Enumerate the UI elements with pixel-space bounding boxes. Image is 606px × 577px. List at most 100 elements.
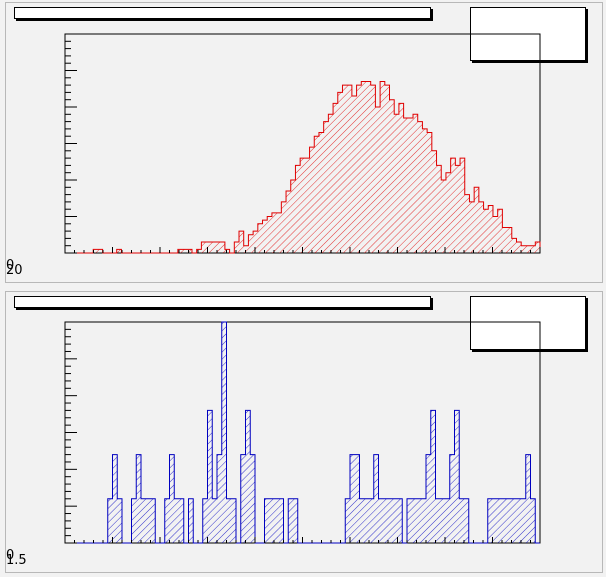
histogram-bin [116,249,122,253]
histogram-bin [323,121,329,253]
histogram-bin [286,190,291,253]
histogram-bin [441,180,446,253]
histogram-bin [243,245,249,253]
histogram-bin [169,454,175,543]
histogram-bin [361,81,366,253]
histogram-bin [417,121,423,253]
histogram-bin [347,85,352,253]
histogram-bin [530,245,536,253]
histogram-bin [201,242,207,253]
histogram-bin [356,85,362,253]
histogram-bin [196,249,202,253]
histogram-bin [264,498,270,543]
histogram-bin [248,234,254,253]
y-tick-label: 0 [6,548,14,563]
histogram-bin [295,165,301,253]
histogram-bin [253,231,258,253]
histogram-bin [388,498,393,543]
histogram-bin [535,242,540,253]
histogram-bin [274,498,279,543]
histogram-bin [398,103,404,253]
histogram-bin [212,498,217,543]
histogram-bin [507,227,512,253]
histogram-bin [262,220,268,253]
histogram-bin [206,242,211,253]
histogram-bin [450,158,456,253]
histogram-bin [525,245,531,253]
histogram-bin [384,85,390,253]
histogram-bin [422,128,428,253]
histogram-bin [389,99,395,253]
histogram-bin [217,454,222,543]
histogram-plot: 01.5 [6,321,541,568]
histogram-bin [492,216,498,253]
histogram-outline [65,80,541,254]
histogram-bin [309,147,315,253]
histogram-bin [215,242,221,253]
histogram-bin [314,136,319,253]
histogram-bin [516,242,522,253]
histogram-bin [182,249,188,253]
histogram-bin [239,231,244,253]
histogram-pad-top: 0 20 [5,2,603,283]
histogram-bin [373,454,379,543]
histogram-bin [469,201,475,253]
histogram-bin [112,454,118,543]
y-tick-label: 1.5 [6,553,27,568]
histogram-bin [492,498,498,543]
histogram-bin [449,454,455,543]
histogram-bin [131,498,137,543]
histogram-bin [407,498,412,543]
histogram-bin [421,498,426,543]
histogram-bin [369,498,374,543]
histogram-bin [276,212,282,253]
histogram-bin [365,81,371,253]
histogram-bin [93,249,98,253]
histogram-bin [435,498,441,543]
histogram-bin [337,92,343,254]
histogram-bin [460,158,465,253]
histogram-bin [226,498,232,543]
histogram-title-box [14,296,431,308]
histogram-bin [269,498,274,543]
histogram-bin [145,498,151,543]
histogram-bin [150,498,156,543]
histogram-bin [521,498,526,543]
histogram-bin [342,85,348,253]
histogram-bin [483,209,489,253]
histogram-bin [97,249,103,253]
histogram-bin [487,498,493,543]
stats-box [470,296,586,350]
histogram-outline [65,321,540,544]
histogram-bin [318,132,324,253]
histogram-bin [281,201,287,253]
histogram-bin [497,209,503,253]
histogram-bin [188,498,194,543]
histogram-bin [502,227,508,253]
histogram-plot: 020 [6,33,541,278]
histogram-bin [234,242,240,253]
histogram-bin [426,454,431,543]
histogram-bin [516,498,521,543]
histogram-bin [221,322,227,543]
histogram-bin [359,498,365,543]
histogram-bin [245,410,251,543]
y-tick-label: 0 [6,258,14,273]
histogram-bin [240,454,246,543]
histogram-bin [350,454,355,543]
histogram-bin [364,498,369,543]
histogram-bin [430,410,436,543]
histogram-bin [224,249,230,253]
histogram-title-box [14,7,431,19]
histogram-bin [351,96,357,253]
histogram-bin [288,498,293,543]
histogram-bin [278,498,284,543]
histogram-bin [403,117,409,253]
histogram-bin [411,498,417,543]
histogram-bin [455,165,461,253]
histogram-bin [202,498,208,543]
histogram-bin [136,454,141,543]
histogram-bin [333,103,338,253]
histogram-bin [521,245,526,253]
histogram-bin [454,410,460,543]
